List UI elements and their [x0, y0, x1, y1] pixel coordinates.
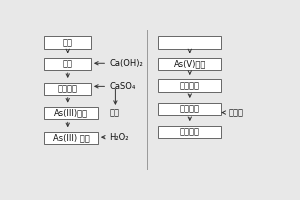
Text: As(III) 氧化: As(III) 氧化: [53, 133, 90, 142]
Text: 清洗: 清洗: [110, 108, 120, 117]
Text: As(III)溶液: As(III)溶液: [54, 109, 88, 118]
Bar: [158, 36, 221, 49]
Text: 臭葱石: 臭葱石: [228, 108, 243, 117]
Text: As(V)溶液: As(V)溶液: [174, 60, 206, 69]
Bar: [44, 107, 98, 119]
Bar: [44, 132, 98, 144]
Bar: [158, 79, 221, 92]
Bar: [44, 58, 91, 70]
Text: 结晶沉淀: 结晶沉淀: [180, 81, 200, 90]
Bar: [44, 83, 91, 95]
Bar: [158, 103, 221, 115]
Bar: [44, 36, 91, 49]
Text: 低砷滤液: 低砷滤液: [180, 127, 200, 136]
Text: 固液分离: 固液分离: [58, 84, 78, 93]
Text: Ca(OH)₂: Ca(OH)₂: [110, 59, 143, 68]
Bar: [158, 126, 221, 138]
Text: 污酸: 污酸: [63, 38, 73, 47]
Text: 中和: 中和: [63, 60, 73, 69]
Bar: [158, 58, 221, 70]
Text: 固液分离: 固液分离: [180, 104, 200, 113]
Text: H₂O₂: H₂O₂: [110, 133, 129, 142]
Text: CaSO₄: CaSO₄: [110, 82, 136, 91]
